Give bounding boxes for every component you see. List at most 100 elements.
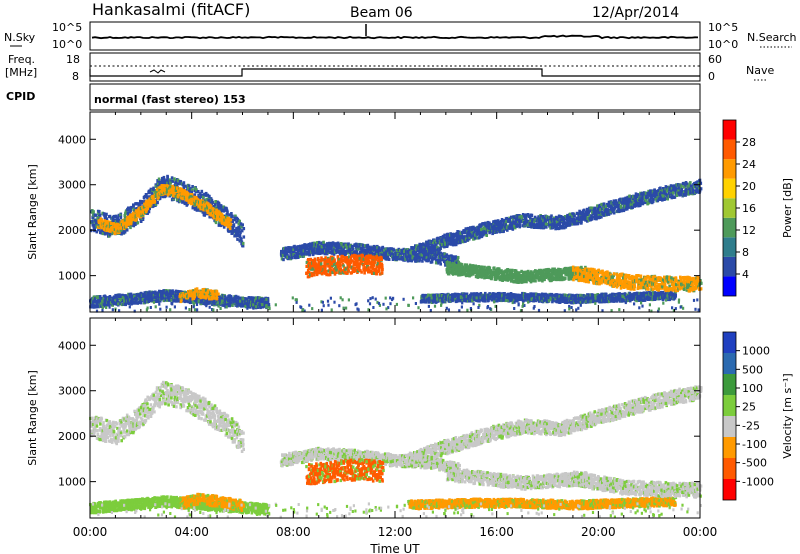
data-cell bbox=[329, 244, 333, 248]
data-cell bbox=[229, 218, 233, 222]
data-cell bbox=[175, 198, 179, 202]
data-cell bbox=[103, 230, 107, 234]
data-cell bbox=[160, 192, 164, 196]
data-cell bbox=[144, 203, 147, 208]
data-cell bbox=[101, 231, 105, 236]
data-cell bbox=[109, 221, 113, 225]
data-cell bbox=[208, 195, 211, 199]
data-cell bbox=[179, 180, 183, 184]
freq-jitter bbox=[149, 69, 166, 74]
data-cell bbox=[662, 194, 665, 198]
data-cell bbox=[142, 208, 145, 212]
data-cell bbox=[443, 233, 446, 237]
data-cell bbox=[110, 223, 113, 227]
data-cell bbox=[168, 178, 172, 182]
freq-tick-bottom: 8 bbox=[72, 70, 79, 83]
data-cell bbox=[238, 219, 241, 223]
data-cell bbox=[129, 220, 133, 224]
noise-tick-top-left: 10^5 bbox=[52, 21, 82, 34]
data-cell bbox=[116, 222, 119, 226]
data-cell bbox=[108, 233, 112, 237]
data-cell bbox=[591, 215, 594, 220]
data-cell bbox=[148, 197, 151, 201]
data-cell bbox=[234, 214, 237, 218]
data-cell bbox=[141, 215, 145, 220]
data-cell bbox=[520, 215, 523, 219]
data-cell bbox=[174, 179, 177, 183]
data-cell bbox=[95, 230, 99, 234]
data-cell bbox=[148, 204, 152, 208]
data-cell bbox=[146, 203, 150, 207]
data-cell bbox=[228, 213, 231, 217]
data-cell bbox=[233, 216, 237, 220]
data-cell bbox=[168, 194, 171, 198]
data-cell bbox=[126, 211, 130, 215]
data-cell bbox=[170, 176, 174, 180]
data-cell bbox=[373, 261, 376, 265]
data-cell bbox=[208, 201, 212, 205]
cpid-label: CPID bbox=[6, 90, 35, 103]
data-cell bbox=[164, 189, 167, 193]
data-cell bbox=[191, 206, 195, 210]
data-cell bbox=[116, 218, 119, 222]
data-cell bbox=[92, 213, 95, 217]
data-cell bbox=[107, 232, 110, 236]
data-cell bbox=[225, 208, 229, 212]
data-cell bbox=[530, 213, 534, 217]
data-cell bbox=[187, 186, 190, 191]
data-cell bbox=[172, 184, 176, 188]
data-cell bbox=[138, 206, 141, 210]
data-cell bbox=[228, 226, 232, 231]
data-cell bbox=[483, 265, 486, 269]
nave-tick-top: 60 bbox=[708, 53, 722, 66]
data-cell bbox=[112, 214, 116, 219]
beam-label: Beam 06 bbox=[350, 5, 413, 21]
data-cell bbox=[176, 194, 180, 198]
data-cell bbox=[113, 231, 117, 235]
data-cell bbox=[129, 209, 132, 213]
data-cell bbox=[439, 262, 442, 266]
data-cell bbox=[92, 226, 96, 230]
data-cell bbox=[132, 204, 135, 208]
data-cell bbox=[100, 228, 104, 233]
data-cell bbox=[214, 203, 217, 207]
data-cell bbox=[241, 223, 244, 227]
data-cell bbox=[102, 224, 105, 228]
data-cell bbox=[594, 217, 597, 221]
data-cell bbox=[178, 193, 182, 197]
data-cell bbox=[176, 186, 180, 190]
data-cell bbox=[234, 234, 238, 238]
data-cell bbox=[106, 224, 109, 228]
data-cell bbox=[236, 237, 239, 241]
data-cell bbox=[166, 181, 169, 185]
nsky-trace bbox=[91, 34, 699, 40]
data-cell bbox=[313, 257, 317, 261]
data-cell bbox=[152, 196, 155, 201]
data-cell bbox=[130, 205, 133, 210]
data-cell bbox=[103, 225, 107, 229]
data-cell bbox=[117, 218, 121, 222]
data-cell bbox=[203, 213, 206, 217]
data-cell bbox=[457, 234, 461, 238]
data-cell bbox=[94, 213, 98, 217]
data-cell bbox=[363, 271, 366, 275]
data-cell bbox=[544, 222, 548, 226]
data-cell bbox=[218, 222, 221, 226]
data-cell bbox=[97, 216, 100, 220]
data-cell bbox=[181, 197, 185, 201]
data-cell bbox=[126, 217, 129, 221]
data-cell bbox=[136, 221, 140, 225]
data-cell bbox=[161, 176, 164, 181]
data-cell bbox=[162, 175, 166, 180]
data-cell bbox=[98, 213, 102, 217]
data-cell bbox=[151, 204, 155, 208]
data-cell bbox=[131, 217, 135, 221]
data-cell bbox=[167, 180, 171, 185]
data-cell bbox=[333, 258, 336, 262]
data-cell bbox=[162, 184, 165, 188]
data-cell bbox=[150, 191, 154, 195]
data-cell bbox=[239, 222, 243, 226]
data-cell bbox=[672, 191, 675, 195]
data-cell bbox=[387, 257, 391, 261]
